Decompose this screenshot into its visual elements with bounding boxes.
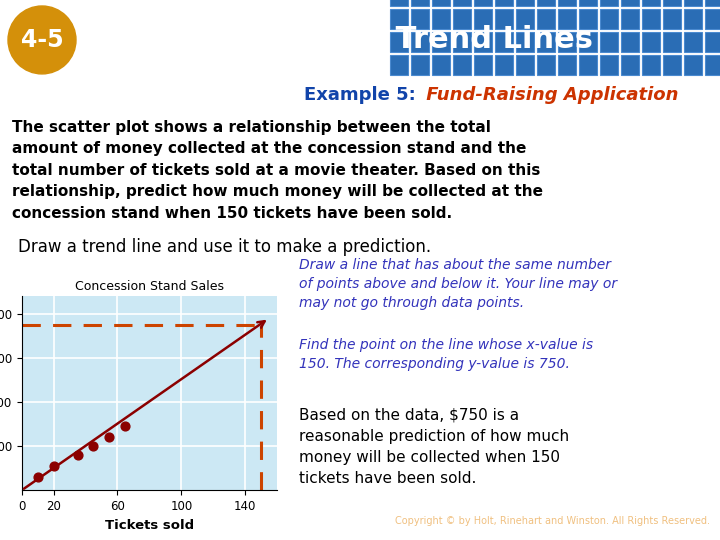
Bar (663, 55, 681, 75)
Bar (474, 9, 492, 29)
Bar (537, 32, 555, 52)
Bar (579, 9, 597, 29)
Bar (495, 0, 513, 6)
Bar (600, 0, 618, 6)
Bar (411, 9, 429, 29)
Bar (684, 0, 702, 6)
Bar (495, 9, 513, 29)
Text: Copyright © by Holt, Rinehart and Winston. All Rights Reserved.: Copyright © by Holt, Rinehart and Winsto… (395, 516, 710, 526)
Bar (558, 32, 576, 52)
Bar (474, 0, 492, 6)
Bar (390, 55, 408, 75)
Bar (390, 9, 408, 29)
Bar (705, 9, 720, 29)
Bar (537, 55, 555, 75)
Text: Draw a line that has about the same number
of points above and below it. Your li: Draw a line that has about the same numb… (299, 258, 617, 309)
Point (120, 422, 131, 430)
Bar (474, 55, 492, 75)
Bar (432, 55, 450, 75)
Bar (642, 9, 660, 29)
Bar (621, 32, 639, 52)
Bar (579, 0, 597, 6)
Title: Concession Stand Sales: Concession Stand Sales (75, 280, 224, 293)
Bar (579, 32, 597, 52)
Point (72, 451, 84, 460)
Bar (495, 32, 513, 52)
Bar (621, 9, 639, 29)
Bar (663, 9, 681, 29)
Bar (558, 9, 576, 29)
Bar (474, 32, 492, 52)
Bar (537, 9, 555, 29)
Text: Scatter Plots and Trend Lines: Scatter Plots and Trend Lines (88, 25, 593, 55)
Bar (453, 9, 471, 29)
Bar (411, 55, 429, 75)
Bar (642, 55, 660, 75)
Bar (579, 55, 597, 75)
Bar (516, 32, 534, 52)
Bar (663, 0, 681, 6)
Bar (642, 0, 660, 6)
Bar (432, 0, 450, 6)
Text: 4-5: 4-5 (21, 28, 63, 52)
Bar (621, 55, 639, 75)
Bar (453, 0, 471, 6)
Bar (411, 32, 429, 52)
Bar (390, 32, 408, 52)
Bar (705, 55, 720, 75)
Text: Find the point on the line whose x-value is
150. The corresponding y-value is 75: Find the point on the line whose x-value… (299, 338, 593, 370)
Bar (516, 0, 534, 6)
Bar (537, 0, 555, 6)
Bar (558, 0, 576, 6)
Point (104, 433, 115, 442)
Bar (516, 55, 534, 75)
Bar (411, 0, 429, 6)
Bar (432, 9, 450, 29)
Bar (600, 55, 618, 75)
Bar (600, 32, 618, 52)
Point (32, 472, 43, 481)
Text: Holt Algebra 1: Holt Algebra 1 (10, 514, 133, 529)
Bar (453, 32, 471, 52)
Bar (495, 55, 513, 75)
Point (48, 462, 59, 470)
Bar (453, 55, 471, 75)
Bar (684, 9, 702, 29)
Bar (621, 0, 639, 6)
Point (88, 442, 99, 450)
Bar (432, 32, 450, 52)
Bar (516, 9, 534, 29)
Bar (600, 9, 618, 29)
Text: Fund-Raising Application: Fund-Raising Application (420, 86, 678, 104)
Bar (684, 55, 702, 75)
Text: Draw a trend line and use it to make a prediction.: Draw a trend line and use it to make a p… (18, 238, 431, 255)
Bar (642, 32, 660, 52)
Bar (558, 55, 576, 75)
Bar (705, 32, 720, 52)
Bar (663, 32, 681, 52)
Text: The scatter plot shows a relationship between the total
amount of money collecte: The scatter plot shows a relationship be… (12, 120, 543, 221)
Text: Example 5:: Example 5: (304, 86, 416, 104)
Bar (705, 0, 720, 6)
Bar (390, 0, 408, 6)
Text: Based on the data, $750 is a
reasonable prediction of how much
money will be col: Based on the data, $750 is a reasonable … (299, 408, 569, 485)
X-axis label: Tickets sold: Tickets sold (105, 518, 194, 531)
Bar (684, 32, 702, 52)
Circle shape (8, 6, 76, 74)
